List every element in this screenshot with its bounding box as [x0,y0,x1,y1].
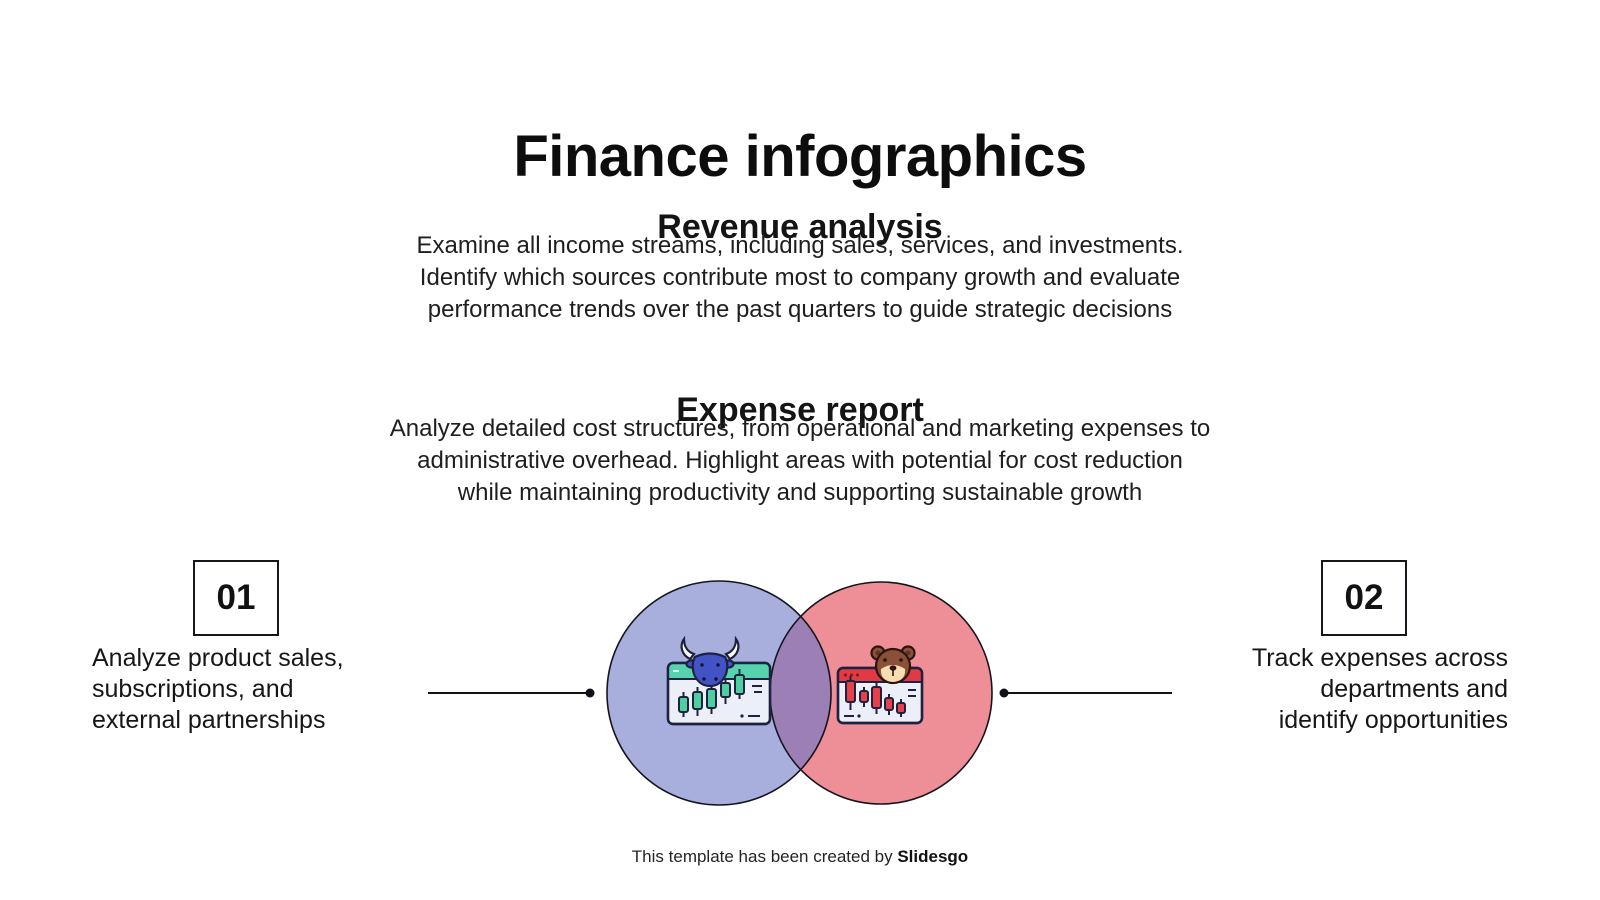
expense-line-1: Analyze detailed cost structures, from o… [389,415,1211,442]
revenue-analysis-paragraph: Examine all income streams, including sa… [0,230,1600,326]
expense-report-heading: Expense report [676,391,924,430]
bear-window-menu-dashes [908,689,916,697]
bull-market-chart-icon [666,635,772,726]
item-02-number-box: 02 [1321,560,1407,636]
expense-line-2: administrative overhead. Highlight areas… [417,447,1183,474]
page-title: Finance infographics [513,123,1087,189]
red-candlestick-chart [845,676,906,717]
item-01-number-box: 01 [193,560,279,636]
bear-market-chart-icon [836,645,924,725]
item-02-description: Track expenses across departments and id… [1251,644,1508,734]
revenue-line-2: Identify which sources contribute most t… [419,264,1181,291]
footer-credit-text: This template has been created by [631,847,898,866]
item-02-number: 02 [1344,578,1384,617]
item-01-number: 01 [216,578,256,617]
revenue-line-3: performance trends over the past quarter… [427,296,1173,323]
right-connector-dot [999,688,1009,698]
green-candlestick-chart [678,669,745,717]
revenue-circle-outline [606,580,832,806]
bull-head [680,635,740,688]
expense-report-paragraph: Analyze detailed cost structures, from o… [0,413,1600,509]
right-connector-line [999,688,1172,698]
expense-line-3: while maintaining productivity and suppo… [457,479,1143,506]
bear-head [870,645,916,685]
revenue-analysis-heading: Revenue analysis [657,208,943,247]
left-connector-dot [585,688,595,698]
footer-brand-name: Slidesgo [897,847,969,866]
revenue-line-1: Examine all income streams, including sa… [416,232,1184,259]
bull-window-menu-dashes [748,685,762,717]
browser-header-dots [843,673,860,677]
footer-credit: This template has been created by Slides… [0,847,1600,867]
left-connector-line [428,688,595,698]
item-01-description: Analyze product sales, subscriptions, an… [92,644,344,734]
